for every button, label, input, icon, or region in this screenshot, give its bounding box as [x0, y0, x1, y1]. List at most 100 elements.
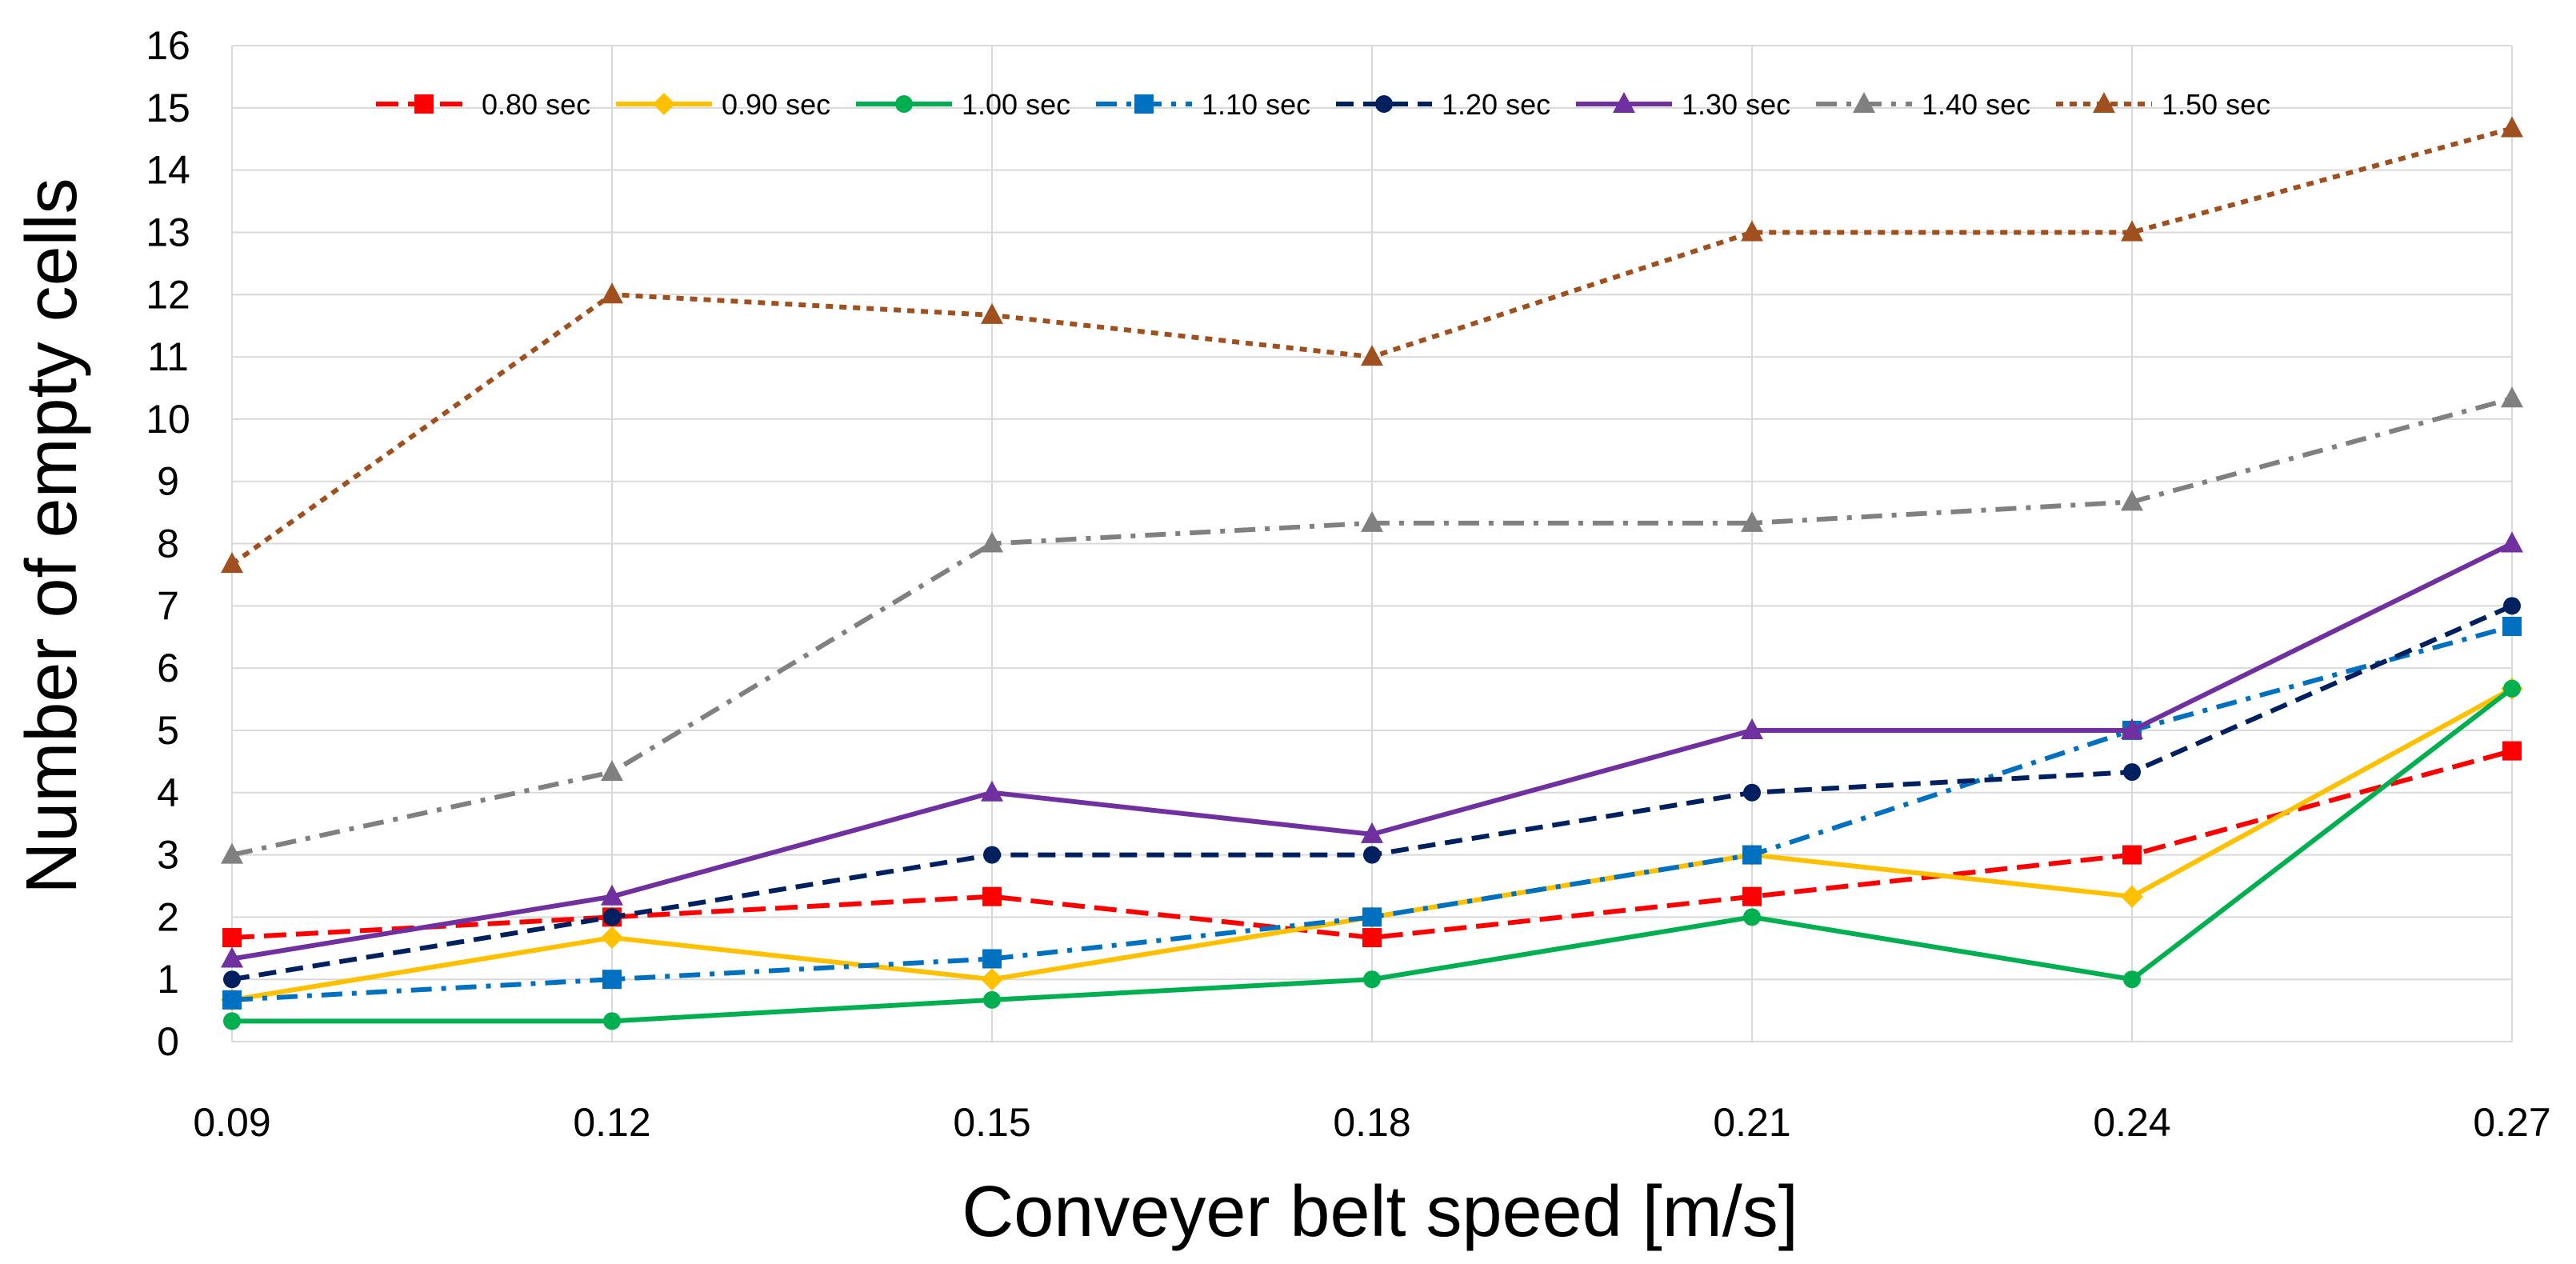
- data-point: [2501, 386, 2523, 408]
- data-point: [601, 282, 623, 304]
- y-tick-label: 10: [146, 397, 190, 442]
- legend-marker: [1375, 95, 1393, 113]
- legend-marker: [1134, 94, 1154, 114]
- data-point: [2121, 718, 2143, 739]
- legend-entry: 1.20 sec: [1336, 88, 1550, 121]
- y-tick-label: 0: [157, 1019, 179, 1064]
- data-point: [223, 970, 241, 989]
- x-tick-label: 0.12: [573, 1100, 650, 1145]
- data-point: [1742, 886, 1762, 906]
- legend-marker: [653, 93, 675, 115]
- data-point: [603, 1012, 621, 1030]
- data-point: [1363, 970, 1381, 989]
- legend-label: 1.10 sec: [1202, 88, 1310, 121]
- legend-label: 0.80 sec: [482, 88, 590, 121]
- data-point: [221, 552, 243, 574]
- series-1-20-sec: [223, 597, 2521, 989]
- data-point: [1361, 822, 1383, 843]
- y-tick-label: 12: [146, 272, 190, 317]
- legend-entry: 1.30 sec: [1576, 88, 1790, 121]
- data-point: [1741, 718, 1763, 739]
- data-point: [2121, 885, 2143, 908]
- legend-entry: 1.50 sec: [2056, 88, 2270, 121]
- y-tick-label: 6: [157, 646, 179, 690]
- legend-entry: 1.10 sec: [1096, 88, 1310, 121]
- data-point: [221, 946, 243, 968]
- y-tick-label: 5: [157, 708, 179, 753]
- data-point: [981, 302, 1003, 324]
- legend-entry: 1.00 sec: [856, 88, 1070, 121]
- legend-marker: [1853, 92, 1875, 113]
- data-point: [981, 780, 1003, 802]
- series-1-00-sec: [223, 679, 2521, 1030]
- data-point: [222, 928, 242, 948]
- y-tick-label: 2: [157, 894, 179, 939]
- x-tick-label: 0.18: [1333, 1100, 1410, 1145]
- y-tick-label: 8: [157, 522, 179, 566]
- data-point: [1742, 845, 1762, 865]
- series-layer: [221, 116, 2523, 1030]
- data-point: [1741, 510, 1763, 532]
- legend-label: 1.40 sec: [1922, 88, 2030, 121]
- data-point: [2502, 616, 2522, 636]
- x-tick-label: 0.24: [2093, 1100, 2170, 1145]
- data-point: [1363, 846, 1381, 864]
- data-point: [2123, 970, 2141, 989]
- legend-marker: [895, 95, 913, 113]
- data-point: [2122, 845, 2142, 865]
- legend-label: 1.30 sec: [1682, 88, 1790, 121]
- data-point: [601, 760, 623, 782]
- y-tick-label: 16: [146, 23, 190, 68]
- x-tick-label: 0.09: [193, 1100, 270, 1145]
- series-1-50-sec: [221, 116, 2523, 574]
- data-point: [1361, 345, 1383, 366]
- x-axis-title: Conveyer belt speed [m/s]: [962, 1172, 1798, 1252]
- data-point: [223, 1012, 241, 1030]
- y-tick-label: 13: [146, 210, 190, 254]
- data-point: [983, 990, 1001, 1009]
- data-point: [2501, 116, 2523, 138]
- data-point: [1362, 907, 1382, 927]
- y-tick-label: 3: [157, 833, 179, 878]
- x-tick-label: 0.15: [953, 1100, 1030, 1145]
- legend-label: 1.20 sec: [1442, 88, 1550, 121]
- data-point: [982, 949, 1002, 969]
- legend-entry: 1.40 sec: [1816, 88, 2030, 121]
- data-point: [2501, 531, 2523, 553]
- y-tick-label: 4: [157, 770, 179, 815]
- y-tick-label: 11: [147, 334, 189, 379]
- data-point: [2121, 490, 2143, 511]
- data-point: [221, 842, 243, 864]
- data-point: [2503, 597, 2521, 615]
- legend-entry: 0.80 sec: [376, 88, 590, 121]
- series-1-40-sec: [221, 386, 2523, 864]
- y-tick-label: 7: [157, 583, 179, 628]
- x-axis-ticks: 0.09 0.12 0.15 0.18 0.21 0.24 0.27: [193, 1100, 2550, 1145]
- y-tick-label: 9: [157, 459, 179, 504]
- y-tick-label: 15: [146, 86, 190, 130]
- legend-entry: 0.90 sec: [616, 88, 830, 121]
- x-tick-label: 0.27: [2473, 1100, 2550, 1145]
- y-axis-title: Number of empty cells: [12, 178, 92, 894]
- data-point: [2123, 763, 2141, 782]
- y-tick-label: 1: [157, 957, 179, 1002]
- data-point: [1741, 220, 1763, 242]
- data-point: [982, 886, 1002, 906]
- data-point: [222, 990, 242, 1010]
- data-point: [981, 531, 1003, 553]
- data-point: [1743, 783, 1761, 802]
- legend-marker: [2093, 92, 2115, 113]
- legend-label: 1.00 sec: [962, 88, 1070, 121]
- x-tick-label: 0.21: [1713, 1100, 1790, 1145]
- series-1-30-sec: [221, 531, 2523, 968]
- data-point: [981, 968, 1003, 991]
- data-point: [602, 970, 622, 990]
- data-point: [2121, 220, 2143, 242]
- legend-marker: [414, 94, 434, 114]
- legend: 0.80 sec 0.90 sec 1.00 sec 1.10 sec 1.20 sec…: [376, 88, 2270, 121]
- data-point: [1362, 928, 1382, 948]
- legend-marker: [1613, 92, 1635, 113]
